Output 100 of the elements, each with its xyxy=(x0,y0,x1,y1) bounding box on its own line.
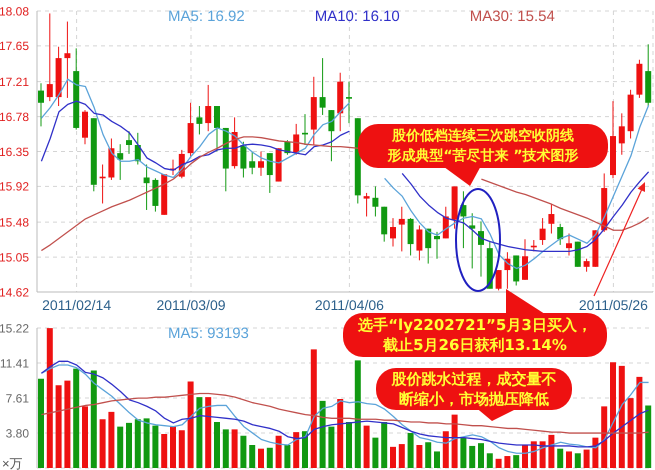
candlestick xyxy=(266,152,273,194)
text: MA10: 16.10 xyxy=(314,8,400,25)
bar xyxy=(601,406,608,468)
candlestick xyxy=(540,218,546,246)
bar xyxy=(610,362,616,468)
bar xyxy=(460,438,466,468)
candlestick xyxy=(46,12,53,102)
bar xyxy=(73,368,80,468)
bar xyxy=(100,419,106,468)
bar xyxy=(469,446,476,468)
candlestick xyxy=(328,110,334,162)
bar xyxy=(548,434,554,468)
bar xyxy=(126,422,132,468)
bar xyxy=(452,414,458,468)
bar xyxy=(566,451,572,468)
y-tick-label: 16.35 xyxy=(0,144,30,159)
annotation: 选手“ly2202721”5月3日买入，截止5月26日获利13.14% xyxy=(343,313,607,357)
text: MA5: 16.92 xyxy=(168,8,245,25)
candlestick xyxy=(557,223,564,246)
candlestick xyxy=(398,206,405,252)
bar xyxy=(310,349,317,468)
x-tick-label: 2011/03/09 xyxy=(156,296,226,313)
y-tick-label: 3.80 xyxy=(6,426,30,440)
candlestick xyxy=(126,130,132,154)
bar xyxy=(628,398,634,468)
candlestick xyxy=(548,204,554,234)
bar xyxy=(161,434,168,468)
bar xyxy=(284,445,290,468)
bar xyxy=(222,429,229,468)
line-series xyxy=(40,392,650,434)
candlestick xyxy=(390,218,396,248)
bar xyxy=(618,366,625,468)
candlestick xyxy=(214,106,220,152)
bar xyxy=(249,445,256,468)
bar xyxy=(240,436,246,468)
bar xyxy=(214,422,220,468)
y-tick-label: 15.05 xyxy=(0,250,30,264)
bar xyxy=(337,399,344,468)
bar xyxy=(178,430,185,468)
candlestick xyxy=(249,151,256,175)
candlestick xyxy=(320,58,326,116)
candlestick xyxy=(372,186,378,217)
candlestick xyxy=(38,82,44,127)
candlestick xyxy=(64,21,70,98)
bar xyxy=(328,426,334,468)
bar xyxy=(636,376,642,468)
candlestick xyxy=(364,192,370,217)
bar xyxy=(293,432,300,468)
bar xyxy=(408,433,414,468)
y-tick-label: 15.92 xyxy=(0,180,30,194)
bar xyxy=(232,429,238,468)
bar xyxy=(557,448,564,468)
candlestick xyxy=(496,270,502,291)
candlestick xyxy=(425,228,432,264)
bar xyxy=(496,458,502,468)
candlestick xyxy=(117,144,124,180)
candlestick xyxy=(478,220,484,278)
bar xyxy=(522,445,528,468)
y-tick-label: 14.62 xyxy=(0,285,30,300)
bar xyxy=(266,448,273,468)
bar xyxy=(205,397,212,468)
bar xyxy=(152,426,158,468)
bar xyxy=(364,426,370,468)
text: MA30: 15.54 xyxy=(470,8,555,25)
text: MA5: 93193 xyxy=(168,325,249,342)
candlestick xyxy=(346,81,352,124)
candlestick xyxy=(240,141,246,178)
bar xyxy=(346,422,352,468)
candlestick xyxy=(566,233,572,256)
y-tick-label: 15.22 xyxy=(0,321,30,336)
candlestick xyxy=(258,151,264,176)
bar xyxy=(416,445,422,468)
candlestick xyxy=(144,164,150,210)
bar xyxy=(38,378,44,468)
candlestick xyxy=(530,240,537,252)
bar xyxy=(108,412,114,468)
y-tick-label: 17.65 xyxy=(0,39,30,54)
candlestick xyxy=(618,112,625,156)
bar xyxy=(134,419,141,468)
bar xyxy=(513,455,520,468)
y-tick-label: 7.61 xyxy=(6,391,30,406)
bar xyxy=(302,431,308,468)
y-axis-title: ×万 xyxy=(2,455,23,470)
bar xyxy=(390,446,396,468)
candlestick xyxy=(416,224,422,261)
bar xyxy=(530,441,537,468)
bar xyxy=(398,444,405,468)
bar xyxy=(434,451,440,468)
bar xyxy=(276,436,282,468)
bar xyxy=(372,438,378,468)
bar xyxy=(354,360,361,468)
candlestick xyxy=(302,114,308,146)
bar xyxy=(56,385,62,468)
bar xyxy=(574,453,581,468)
bar xyxy=(381,422,388,468)
y-tick-label: 18.08 xyxy=(0,4,30,18)
bar xyxy=(478,443,484,468)
y-tick-label: 11.41 xyxy=(0,356,30,370)
y-tick-label: 15.48 xyxy=(0,215,30,230)
bar xyxy=(188,382,194,468)
